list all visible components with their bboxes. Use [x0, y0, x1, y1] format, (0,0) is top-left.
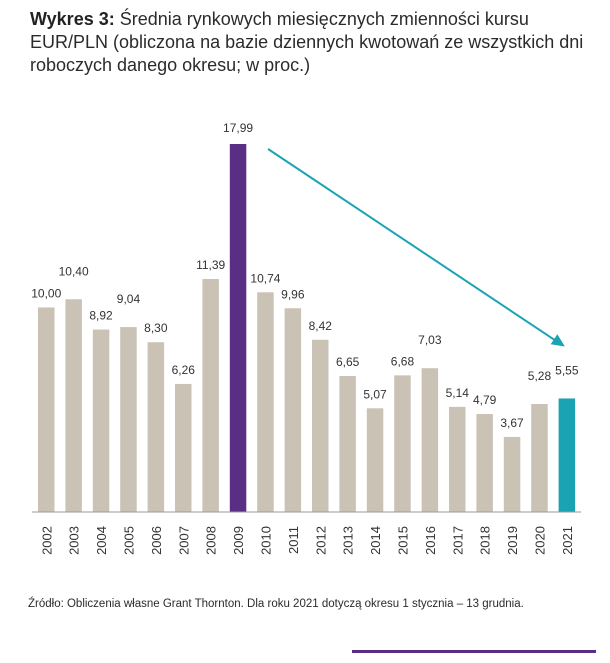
chart-title: Wykres 3: Średnia rynkowych miesięcznych…: [30, 8, 590, 77]
bar-2017: [449, 406, 466, 512]
x-tick-2015: 2015: [395, 526, 410, 555]
x-tick-2016: 2016: [423, 526, 438, 555]
x-tick-2002: 2002: [39, 526, 54, 555]
bar-2002: [38, 307, 55, 512]
value-label-2003: 10,40: [59, 264, 89, 278]
x-tick-2007: 2007: [176, 526, 191, 555]
chart-title-label: Wykres 3:: [30, 9, 115, 29]
bar-2014: [366, 408, 384, 512]
trend-arrow-line: [267, 148, 558, 343]
bar-2011: [284, 308, 302, 512]
value-label-2017: 5,14: [446, 386, 470, 400]
trend-arrow-head: [550, 334, 565, 347]
bar-2021: [558, 398, 576, 512]
value-label-2015: 6,68: [391, 354, 415, 368]
x-tick-2003: 2003: [67, 526, 82, 555]
bar-2015: [394, 375, 411, 512]
x-tick-2011: 2011: [286, 526, 301, 554]
x-tick-2005: 2005: [121, 526, 136, 555]
x-tick-2014: 2014: [368, 526, 383, 555]
value-label-2021: 5,55: [555, 363, 579, 377]
value-label-2010: 10,74: [250, 271, 280, 285]
value-label-2011: 9,96: [281, 287, 305, 301]
x-tick-2006: 2006: [149, 526, 164, 555]
bar-2008: [202, 279, 219, 512]
x-tick-2021: 2021: [560, 526, 575, 555]
x-tick-2020: 2020: [532, 526, 547, 555]
value-label-2007: 6,26: [172, 363, 196, 377]
bar-2019: [503, 436, 521, 512]
value-label-2008: 11,39: [196, 258, 225, 272]
value-label-2005: 9,04: [117, 292, 141, 306]
value-label-2019: 3,67: [500, 416, 524, 430]
bar-2012: [312, 339, 329, 512]
value-label-2016: 7,03: [418, 333, 442, 347]
x-tick-2013: 2013: [341, 526, 356, 555]
x-tick-2012: 2012: [313, 526, 328, 555]
value-label-2013: 6,65: [336, 355, 360, 369]
bar-2006: [147, 342, 165, 512]
chart-title-text: Średnia rynkowych miesięcznych zmiennośc…: [30, 9, 584, 75]
x-tick-2018: 2018: [478, 526, 493, 555]
x-tick-2004: 2004: [94, 526, 109, 555]
bar-2020: [531, 403, 548, 512]
bar-2009: [229, 144, 247, 513]
footer-divider: [352, 650, 596, 653]
bar-2013: [339, 375, 356, 512]
bar-2004: [92, 329, 110, 512]
value-label-2002: 10,00: [31, 286, 61, 300]
bar-2005: [120, 327, 137, 512]
value-label-2006: 8,30: [144, 321, 168, 335]
source-note: Źródło: Obliczenia własne Grant Thornton…: [28, 598, 524, 610]
x-tick-2009: 2009: [231, 526, 246, 555]
bar-2010: [257, 292, 274, 512]
x-tick-2019: 2019: [505, 526, 520, 555]
bar-2016: [421, 368, 439, 512]
value-label-2009: 17,99: [223, 121, 253, 135]
value-label-2004: 8,92: [89, 309, 113, 323]
value-label-2012: 8,42: [309, 319, 333, 333]
bar-2007: [175, 383, 192, 512]
bar-2003: [65, 299, 82, 512]
value-label-2014: 5,07: [363, 387, 387, 401]
x-tick-2010: 2010: [258, 526, 273, 555]
x-tick-2008: 2008: [204, 526, 219, 555]
x-tick-2017: 2017: [450, 526, 465, 555]
bar-chart: 10,00 10,40 8,92 9,04 8,30 6,26 11,39 17,99 10,7…: [31, 121, 582, 555]
value-label-2020: 5,28: [528, 369, 552, 383]
bar-2018: [476, 414, 493, 512]
value-label-2018: 4,79: [473, 393, 497, 407]
